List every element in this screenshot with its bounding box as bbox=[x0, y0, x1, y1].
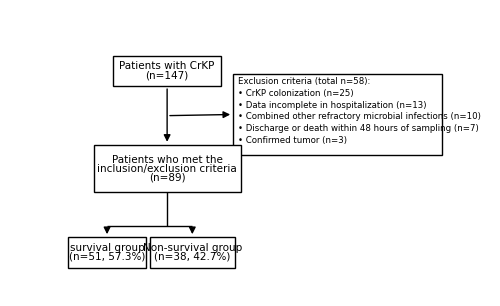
Text: inclusion/exclusion criteria: inclusion/exclusion criteria bbox=[97, 164, 237, 174]
Text: Patients who met the: Patients who met the bbox=[112, 155, 222, 165]
Text: • Combined other refractory microbial infections (n=10): • Combined other refractory microbial in… bbox=[238, 112, 480, 121]
Text: (n=147): (n=147) bbox=[146, 70, 189, 80]
Text: survival group: survival group bbox=[70, 243, 144, 253]
Bar bbox=[94, 145, 241, 192]
Bar bbox=[68, 237, 146, 268]
Bar bbox=[150, 237, 235, 268]
Bar bbox=[233, 74, 442, 155]
Text: • Confirmed tumor (n=3): • Confirmed tumor (n=3) bbox=[238, 136, 346, 145]
Text: Patients with CrKP: Patients with CrKP bbox=[120, 62, 215, 71]
Text: • CrKP colonization (n=25): • CrKP colonization (n=25) bbox=[238, 89, 354, 98]
Bar bbox=[113, 56, 222, 86]
Text: (n=89): (n=89) bbox=[149, 173, 186, 183]
Text: Exclusion criteria (total n=58):: Exclusion criteria (total n=58): bbox=[238, 77, 370, 86]
Text: Non-survival group: Non-survival group bbox=[142, 243, 242, 253]
Text: • Data incomplete in hospitalization (n=13): • Data incomplete in hospitalization (n=… bbox=[238, 101, 426, 110]
Text: (n=51, 57.3%): (n=51, 57.3%) bbox=[69, 252, 145, 262]
Text: (n=38, 42.7%): (n=38, 42.7%) bbox=[154, 252, 230, 262]
Text: • Discharge or death within 48 hours of sampling (n=7): • Discharge or death within 48 hours of … bbox=[238, 124, 478, 133]
